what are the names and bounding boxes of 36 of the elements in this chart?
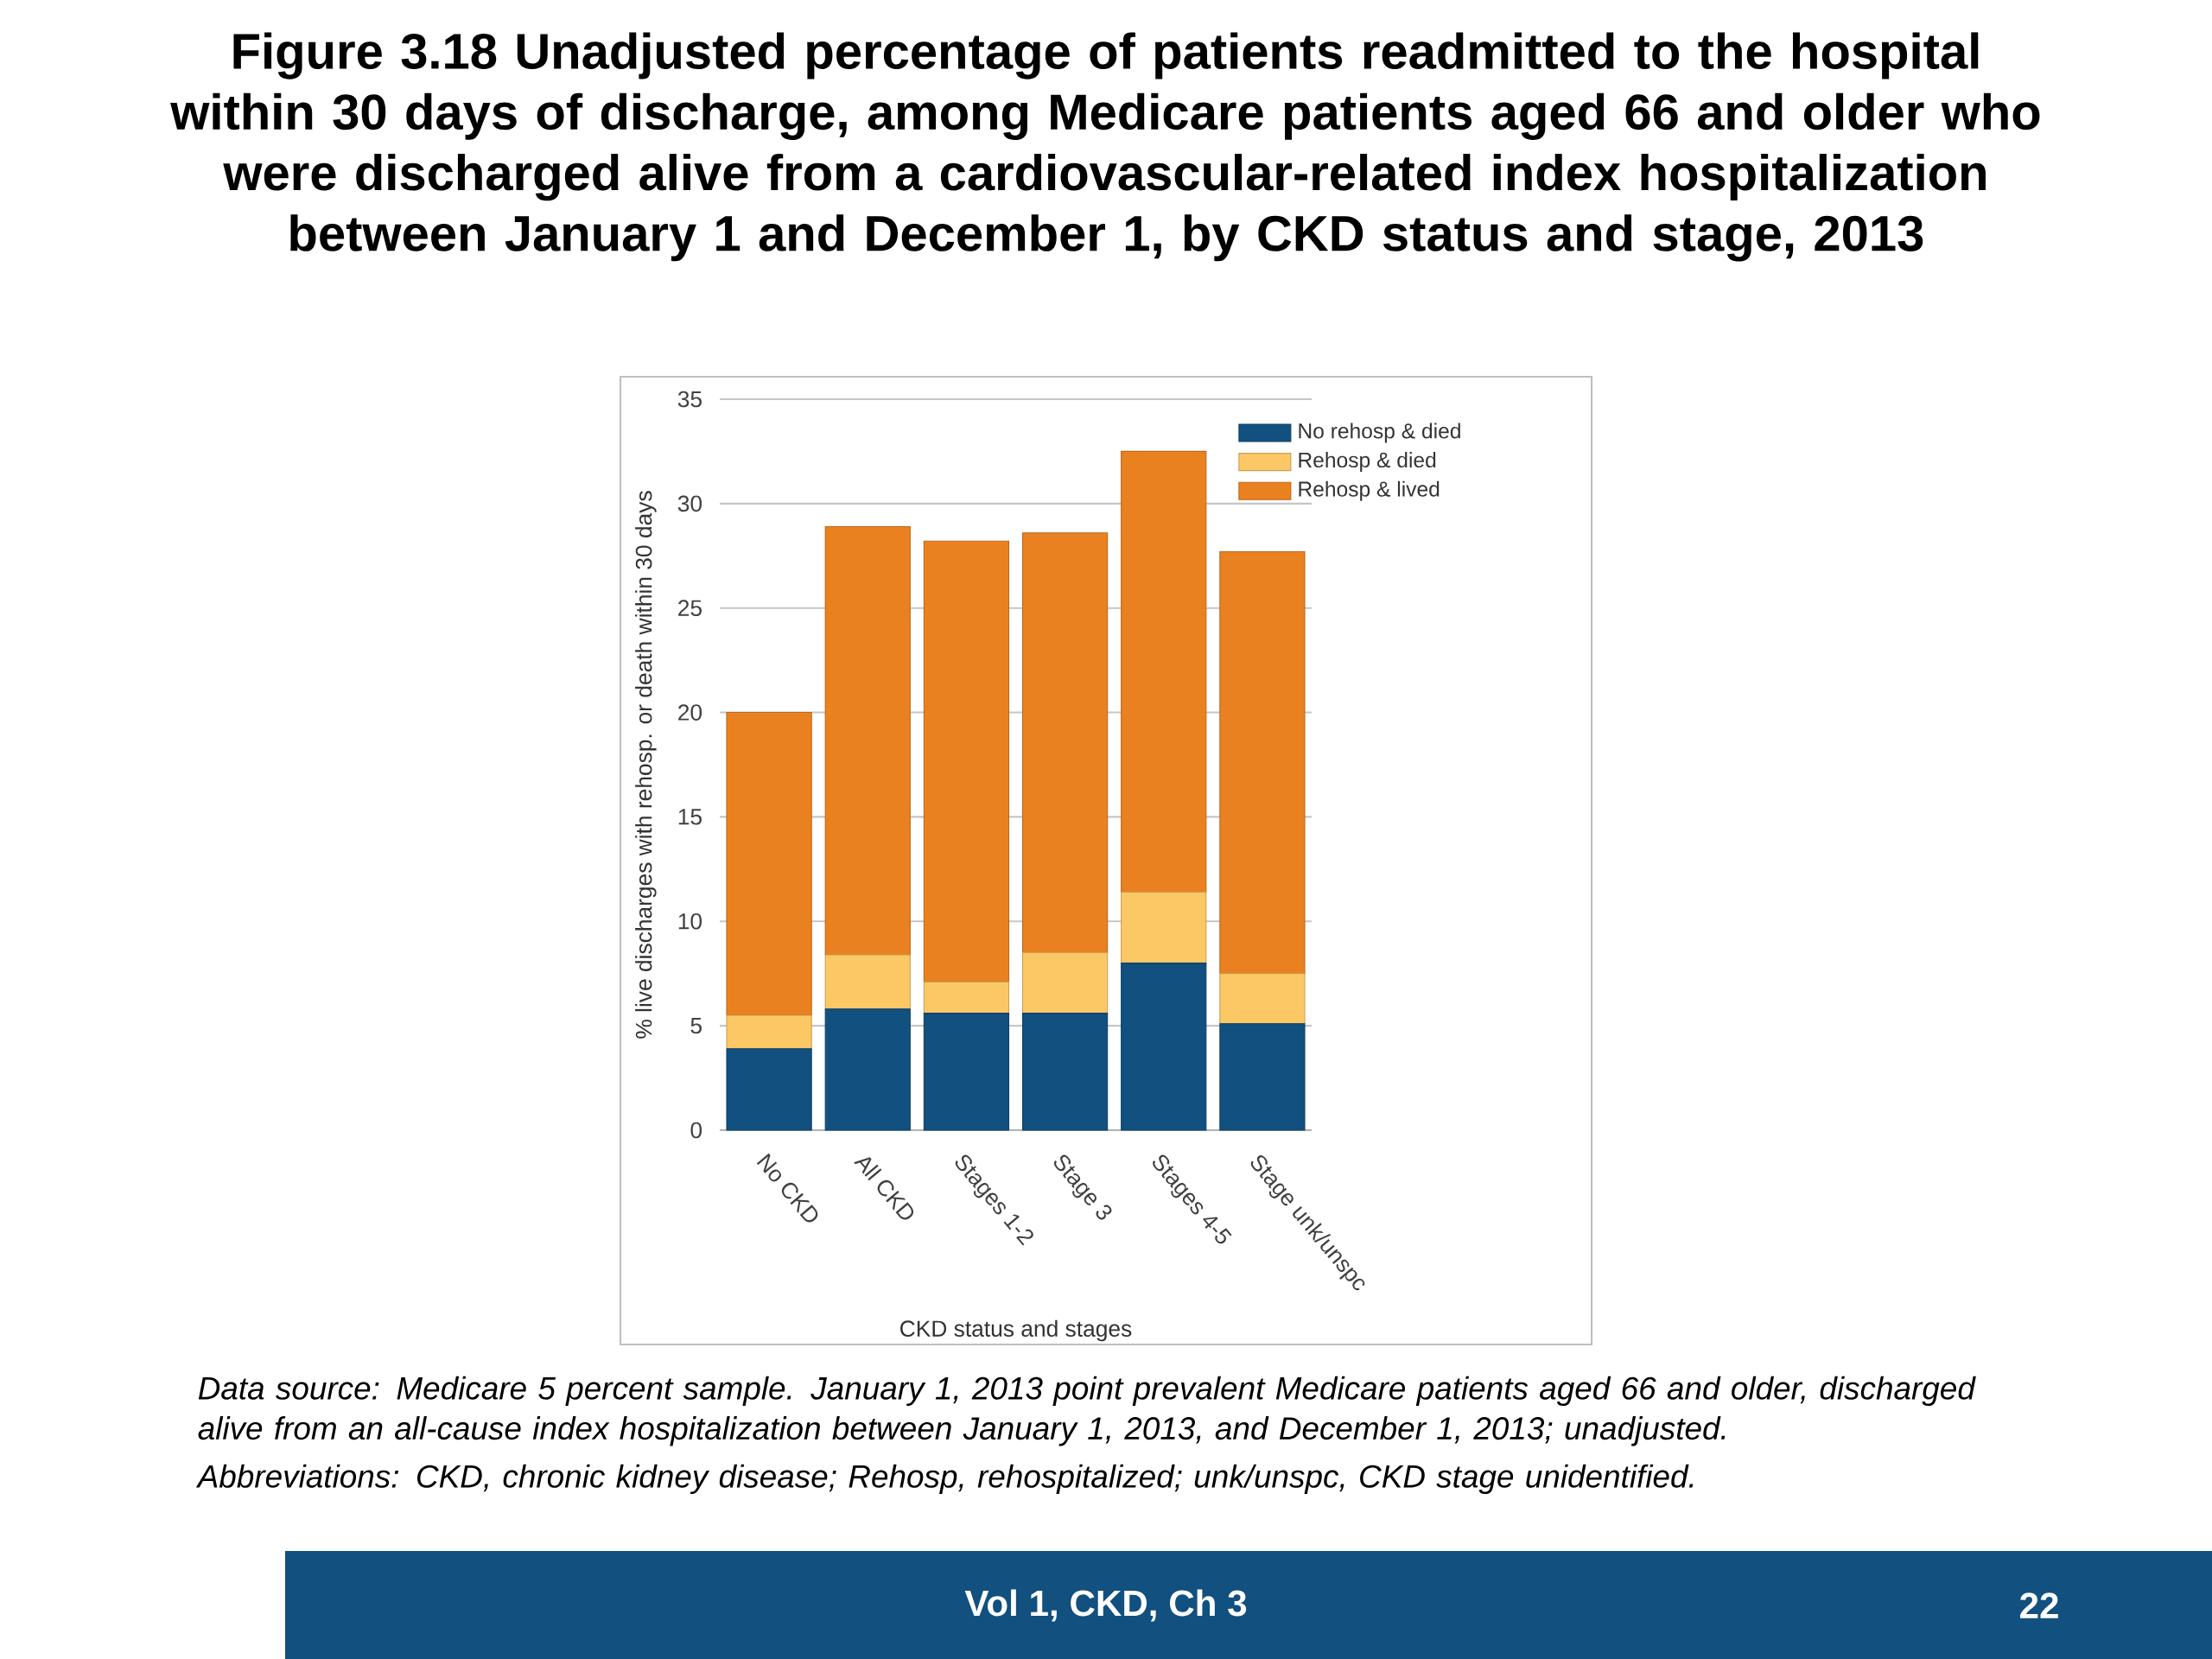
- text: Abbreviations: CKD, chronic kidney disease; Rehosp, rehospitalized; unk/unspc, CKD stage unidentified.: [195, 1464, 1694, 1495]
- bar: [726, 1048, 812, 1131]
- y-tick-label: 25: [678, 600, 702, 617]
- y-axis-title: % live discharges with rehosp. or death within 30 days: [635, 491, 657, 1039]
- bar: [1219, 1023, 1306, 1131]
- y-tick-label: 0: [690, 1122, 702, 1139]
- bar: [824, 1008, 911, 1131]
- chart-title: Figure 3.18 Unadjusted percentage of patients readmitted to the hospital within 30 days of discharge, among Medicare patients aged 66 and older who were discharged alive from a cardiovascular-related index hospitalization between January 1 and December 1, by CKD status and stage, 2013: [170, 32, 2040, 262]
- bar: [1121, 891, 1207, 964]
- bar: [726, 712, 812, 1016]
- x-axis-title: CKD status and stages: [900, 1319, 1132, 1342]
- bar: [923, 981, 1010, 1014]
- bar: [1219, 550, 1306, 975]
- bar: [824, 954, 911, 1010]
- bar: [726, 1014, 812, 1050]
- y-tick-label: 10: [678, 912, 702, 930]
- bar: [1219, 973, 1306, 1025]
- bar: [824, 525, 911, 956]
- bar: [1021, 532, 1109, 954]
- legend-label: Rehosp & died: [1299, 452, 1436, 473]
- bar: [1121, 963, 1207, 1131]
- text: 22: [2020, 1592, 2058, 1618]
- bar: [1021, 1013, 1109, 1131]
- y-tick-label: 15: [678, 809, 702, 825]
- text: Vol 1, CKD, Ch 3: [964, 1589, 1247, 1622]
- source-note: Data source: Medicare 5 percent sample. January 1, 2013 point prevalent Medicare patients aged 66 and older, discharged alive from an all-cause index hospitalization between January 1, 2013, and December 1, 2013; unadjusted.: [198, 1376, 1976, 1446]
- y-tick-label: 5: [690, 1017, 702, 1034]
- bar: [1121, 450, 1207, 893]
- bar: [1021, 951, 1109, 1014]
- bar: [923, 1013, 1010, 1131]
- y-tick-label: 30: [677, 495, 702, 512]
- y-tick-label: 35: [677, 391, 702, 408]
- legend-label: No rehosp & died: [1299, 423, 1460, 443]
- y-tick-label: 20: [678, 704, 702, 721]
- legend-label: Rehosp & lived: [1299, 480, 1440, 501]
- bar: [923, 540, 1010, 982]
